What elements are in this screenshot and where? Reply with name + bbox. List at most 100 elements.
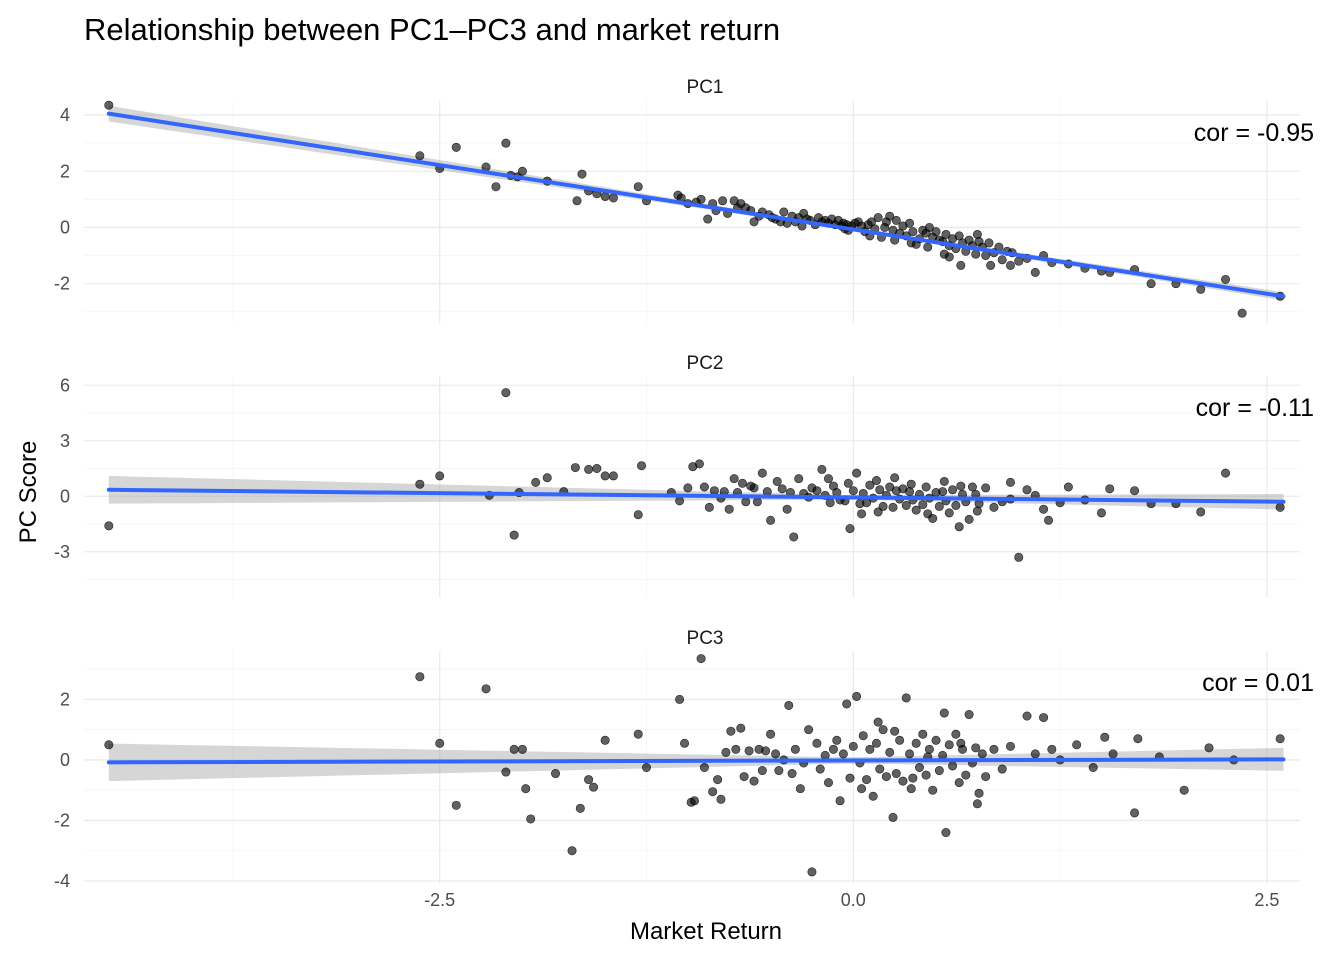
data-point	[923, 509, 933, 519]
data-point	[774, 766, 784, 776]
data-point	[951, 500, 961, 510]
data-point	[971, 743, 981, 753]
data-point	[741, 497, 751, 507]
data-point	[918, 500, 928, 510]
data-point	[521, 784, 531, 794]
data-point	[721, 747, 731, 757]
data-point	[838, 749, 848, 759]
y-tick-label: 2	[60, 161, 70, 181]
data-point	[600, 192, 610, 202]
x-axis-title: Market Return	[630, 918, 782, 945]
data-point	[981, 483, 991, 493]
regression-line	[106, 487, 1286, 504]
data-point	[1088, 762, 1098, 772]
data-point	[1221, 274, 1231, 284]
data-point	[981, 772, 991, 782]
data-point	[875, 485, 885, 495]
data-point	[891, 215, 901, 225]
data-point	[531, 477, 541, 487]
data-point	[771, 749, 781, 759]
data-point	[1063, 482, 1073, 492]
data-point	[633, 182, 643, 192]
data-point	[749, 483, 759, 493]
data-point	[842, 699, 852, 709]
confidence-band	[108, 475, 1284, 510]
data-point	[509, 744, 519, 754]
facet-strip-label: PC1	[687, 77, 724, 98]
correlation-label: cor = 0.01	[1202, 669, 1314, 697]
data-point	[1179, 785, 1189, 795]
data-point	[812, 738, 822, 748]
data-point	[921, 770, 931, 780]
data-point	[1096, 508, 1106, 518]
data-point	[570, 463, 580, 473]
data-point	[451, 142, 461, 152]
data-point	[709, 486, 719, 496]
data-point	[1005, 741, 1015, 751]
data-point	[526, 814, 536, 824]
data-point	[901, 500, 911, 510]
data-point	[918, 729, 928, 739]
data-point	[542, 473, 552, 483]
data-point	[517, 744, 527, 754]
data-point	[1014, 256, 1024, 266]
data-point	[823, 778, 833, 788]
data-point	[683, 483, 693, 493]
y-tick-label: 4	[60, 105, 70, 125]
data-point	[608, 471, 618, 481]
data-point	[875, 764, 885, 774]
data-point	[857, 784, 867, 794]
data-point	[1030, 749, 1040, 759]
data-point	[857, 509, 867, 519]
data-point	[1130, 486, 1140, 496]
data-point	[694, 459, 704, 469]
data-point	[551, 769, 561, 779]
correlation-label: cor = -0.95	[1194, 119, 1314, 147]
data-point	[812, 486, 822, 496]
data-point	[997, 764, 1007, 774]
data-point	[934, 766, 944, 776]
data-point	[964, 514, 974, 524]
data-point	[891, 769, 901, 779]
data-point	[954, 778, 964, 788]
data-point	[675, 496, 685, 506]
data-point	[931, 735, 941, 745]
data-point	[845, 524, 855, 534]
data-point	[911, 738, 921, 748]
data-point	[600, 471, 610, 481]
data-point	[944, 740, 954, 750]
data-point	[577, 169, 587, 179]
data-point	[972, 506, 982, 516]
data-point	[104, 521, 114, 531]
data-point	[931, 227, 941, 237]
y-tick-label: 0	[60, 217, 70, 237]
data-point	[1005, 260, 1015, 270]
x-axis: -2.5 0.0 2.5	[424, 890, 1279, 910]
data-point	[908, 773, 918, 783]
data-point	[981, 251, 991, 261]
data-point	[481, 684, 491, 694]
data-point	[633, 510, 643, 520]
data-point	[848, 486, 858, 496]
data-point	[832, 735, 842, 745]
data-point	[1022, 485, 1032, 495]
y-tick-label: -2	[54, 810, 70, 830]
data-point	[517, 166, 527, 176]
data-point	[1275, 502, 1285, 512]
facet-strip-label: PC3	[687, 628, 724, 649]
data-point	[939, 476, 949, 486]
data-point	[944, 252, 954, 262]
data-point	[1014, 552, 1024, 562]
data-point	[1047, 744, 1057, 754]
data-point	[790, 744, 800, 754]
data-point	[731, 744, 741, 754]
data-point	[954, 522, 964, 532]
data-point	[804, 725, 814, 735]
data-point	[1039, 504, 1049, 514]
data-point	[923, 242, 933, 252]
data-point	[908, 227, 918, 237]
data-point	[905, 487, 915, 497]
data-point	[895, 735, 905, 745]
data-point	[794, 474, 804, 484]
data-point	[1130, 808, 1140, 818]
